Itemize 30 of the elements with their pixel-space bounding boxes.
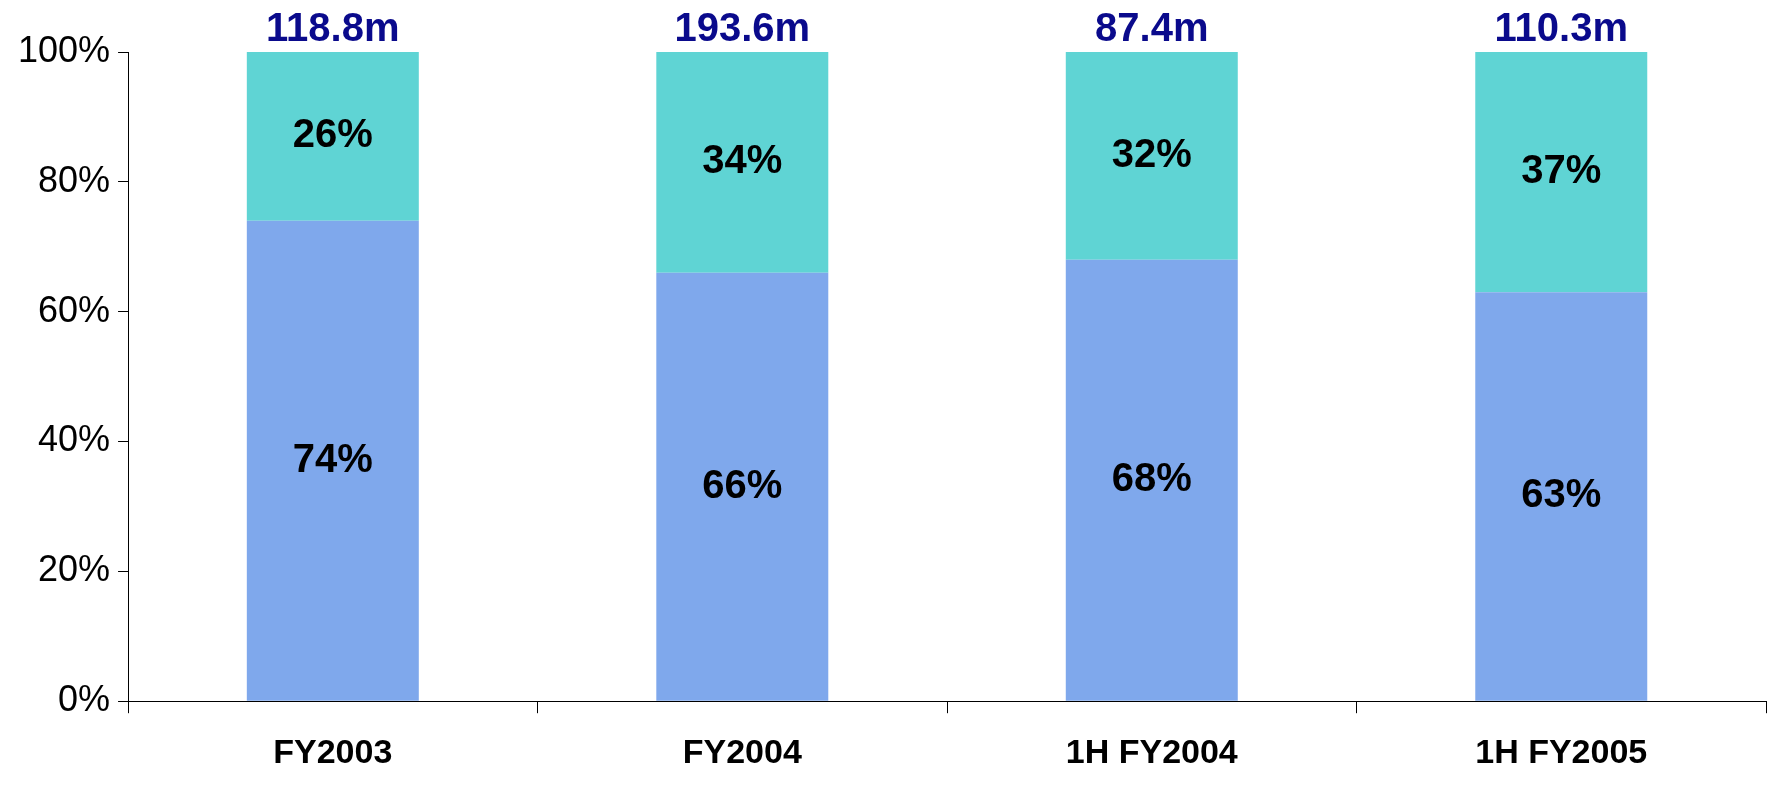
data-label: 32% [1111,130,1192,175]
bar [1065,52,1238,260]
annotation: 118.8m [266,5,400,50]
x-tick-label: FY2003 [273,731,393,770]
bar [246,52,419,221]
data-label: 63% [1521,471,1602,516]
data-label: 66% [702,461,783,506]
annotation: 87.4m [1095,5,1209,50]
data-label: 74% [292,435,373,480]
bar [1475,52,1648,293]
x-tick-label: FY2004 [682,731,802,770]
x-tick-label: 1H FY2004 [1065,731,1238,770]
y-tick-label: 0% [58,678,111,720]
y-tick-label: 80% [38,158,111,200]
y-tick-label: 60% [38,288,111,330]
y-tick-label: 100% [18,28,111,70]
y-tick-label: 20% [38,548,111,590]
x-tick-label: 1H FY2005 [1475,731,1648,770]
data-label: 37% [1521,147,1602,192]
annotation: 193.6m [674,5,811,50]
data-label: 68% [1111,455,1192,500]
data-label: 26% [292,111,373,156]
bar [1475,292,1648,701]
data-label: 34% [702,137,783,182]
annotation: 110.3m [1494,5,1628,50]
bar [246,220,419,701]
y-tick-label: 40% [38,418,111,460]
bar [1065,259,1238,701]
bar [656,272,829,701]
bar [656,52,829,273]
